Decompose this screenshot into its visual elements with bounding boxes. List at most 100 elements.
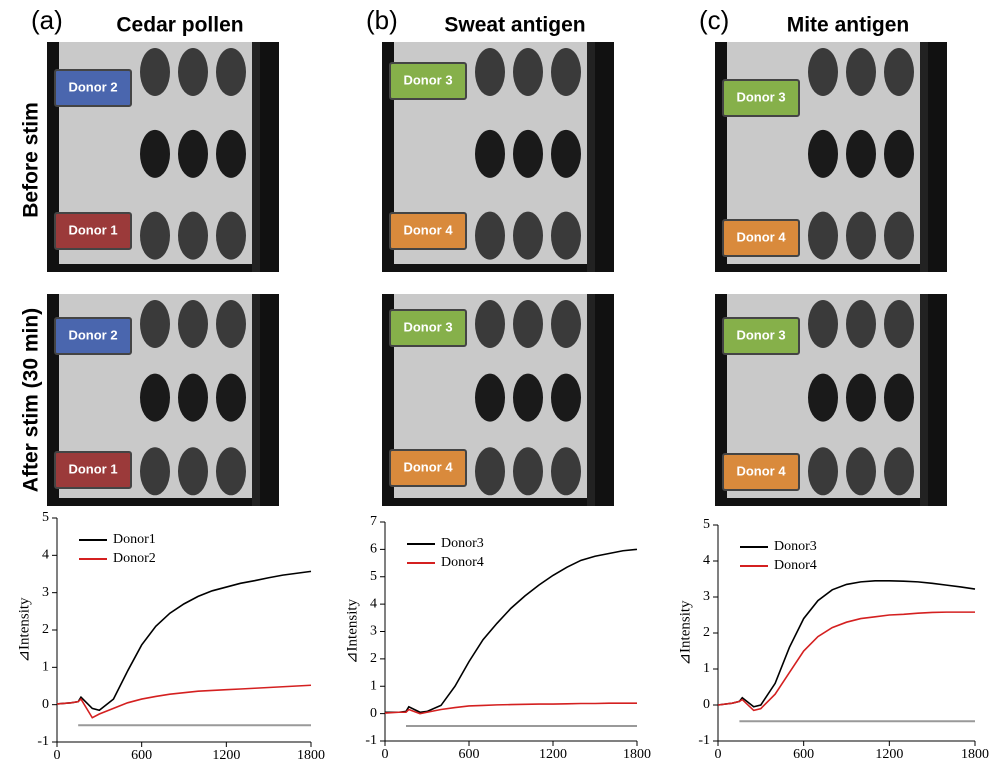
well [846,211,876,260]
donor-label: Donor 3 [403,72,452,87]
well [140,373,170,422]
donor-label-box [722,219,800,257]
strip [587,42,595,272]
well [140,211,170,260]
well [178,48,208,96]
x-tick-label: 1800 [623,747,651,759]
well [216,129,246,178]
strip [252,294,260,506]
well [808,447,838,496]
legend-label: Donor2 [113,551,156,566]
donor-label: Donor 3 [736,327,785,342]
row-label: Before stim [20,102,43,218]
x-tick-label: 1800 [961,747,989,759]
panel-letter: (b) [366,5,398,35]
donor-label-box [54,69,132,107]
strip [920,294,928,506]
well [846,447,876,496]
panel-title: Sweat antigen [444,14,585,37]
y-tick-label: 5 [703,517,710,532]
donor-label-box [54,212,132,250]
legend-label: Donor3 [441,536,484,551]
well [216,300,246,348]
well [178,211,208,260]
well [884,373,914,422]
y-tick-label: 3 [370,624,377,639]
well [808,211,838,260]
donor-label: Donor 4 [403,222,453,237]
well [140,129,170,178]
y-tick-label: -1 [698,733,710,748]
panel-title: Cedar pollen [116,14,243,37]
donor-label-box [389,62,467,100]
well [178,129,208,178]
well [846,129,876,178]
well [846,48,876,96]
well [846,300,876,348]
y-tick-label: 3 [703,589,710,604]
donor-label: Donor 1 [68,222,117,237]
y-tick-label: 5 [42,510,49,525]
x-tick-label: 1200 [539,747,567,759]
legend-label: Donor4 [774,558,817,573]
well [178,300,208,348]
well [513,373,543,422]
x-tick-label: 600 [131,748,152,759]
well [475,373,505,422]
donor-label-box [389,309,467,347]
y-tick-label: 5 [370,569,377,584]
y-tick-label: 4 [42,548,49,563]
y-tick-label: 1 [42,660,49,675]
well [551,447,581,496]
row-label: After stim (30 min) [20,308,43,492]
well [551,129,581,178]
well [475,129,505,178]
y-tick-label: 3 [42,585,49,600]
well [216,48,246,96]
donor-label: Donor 1 [68,461,117,476]
x-tick-label: 600 [459,747,480,759]
x-tick-label: 0 [382,747,389,759]
y-tick-label: 1 [370,678,377,693]
legend-label: Donor3 [774,539,817,554]
well [551,373,581,422]
x-tick-label: 0 [54,748,61,759]
donor-label-box [722,79,800,117]
donor-label-box [389,449,467,487]
well [178,373,208,422]
panel-letter: (a) [31,5,63,35]
line [717,611,975,712]
y-tick-label: 7 [370,514,377,529]
panel-letter: (c) [699,5,729,35]
well [513,211,543,260]
y-tick-label: 0 [42,697,49,712]
donor-label-box [54,317,132,355]
x-tick-label: 1800 [297,748,325,759]
well [140,447,170,496]
well [216,373,246,422]
well [140,48,170,96]
well [808,48,838,96]
well [884,447,914,496]
donor-label-box [54,451,132,489]
donor-label: Donor 2 [68,79,117,94]
y-tick-label: 1 [703,661,710,676]
strip [252,42,260,272]
line [56,684,312,719]
well [551,48,581,96]
well [551,211,581,260]
y-tick-label: 2 [703,625,710,640]
well [475,48,505,96]
y-axis-label: ⊿Intensity [344,598,360,664]
donor-label-box [722,453,800,491]
well [808,300,838,348]
y-tick-label: 2 [42,622,49,637]
x-tick-label: 1200 [212,748,240,759]
y-tick-label: 0 [370,706,377,721]
y-axis-label: ⊿Intensity [677,600,693,666]
y-tick-label: 0 [703,697,710,712]
legend-label: Donor1 [113,532,156,547]
well [513,129,543,178]
well [475,211,505,260]
